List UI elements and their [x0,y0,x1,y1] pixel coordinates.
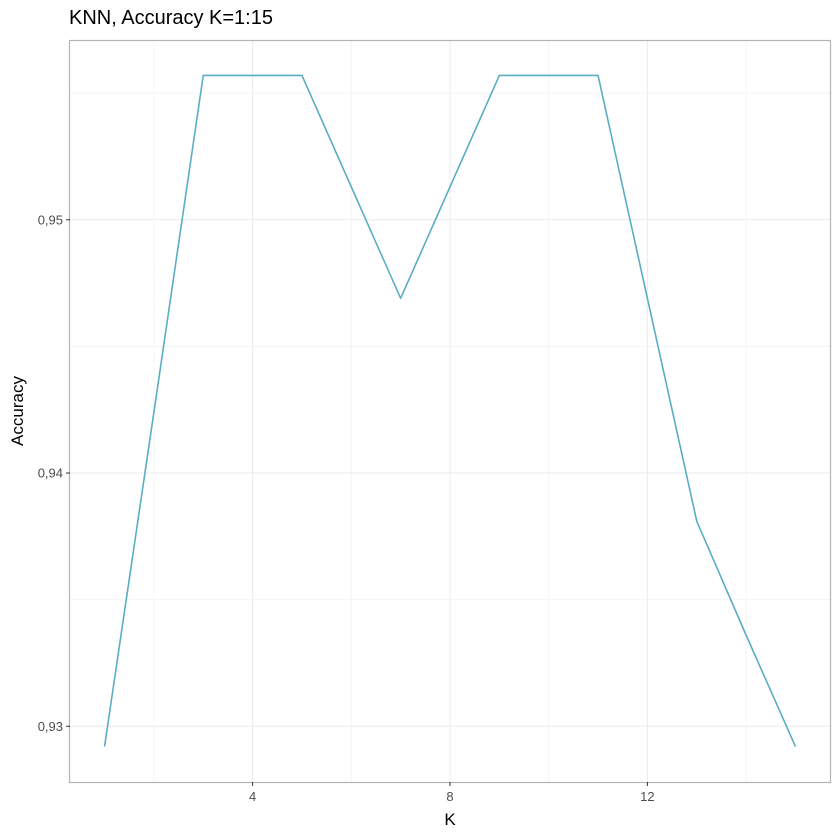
x-axis: 4 8 12 [249,782,655,804]
y-tick-label: 0,93 [38,719,63,734]
y-axis: 0,93 0,94 0,95 [38,212,70,734]
series-layer [103,74,797,747]
x-tick-label: 8 [446,789,453,804]
x-tick-label: 12 [640,789,654,804]
y-axis-title: Accuracy [8,376,27,446]
x-axis-title: K [444,810,456,829]
chart-title: KNN, Accuracy K=1:15 [69,7,273,29]
series-line [103,74,797,747]
y-tick-label: 0,94 [38,466,63,481]
y-tick-label: 0,95 [38,212,63,227]
grid [70,40,830,782]
x-tick-label: 4 [249,789,256,804]
